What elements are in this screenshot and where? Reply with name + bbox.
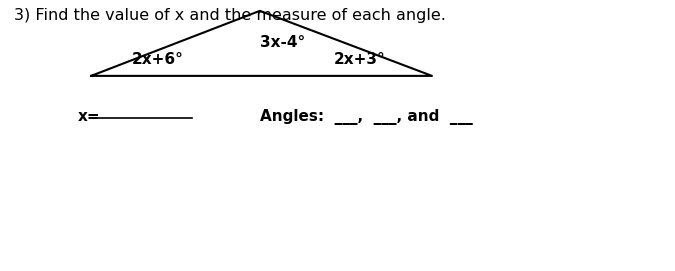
Text: 2x+6°: 2x+6° <box>132 52 184 67</box>
Text: Angles:  ___,  ___, and  ___: Angles: ___, ___, and ___ <box>260 108 472 125</box>
Text: 3x-4°: 3x-4° <box>260 34 305 50</box>
Text: 2x+3°: 2x+3° <box>334 52 386 67</box>
Text: 3) Find the value of x and the measure of each angle.: 3) Find the value of x and the measure o… <box>14 8 446 23</box>
Text: x=: x= <box>78 109 101 124</box>
